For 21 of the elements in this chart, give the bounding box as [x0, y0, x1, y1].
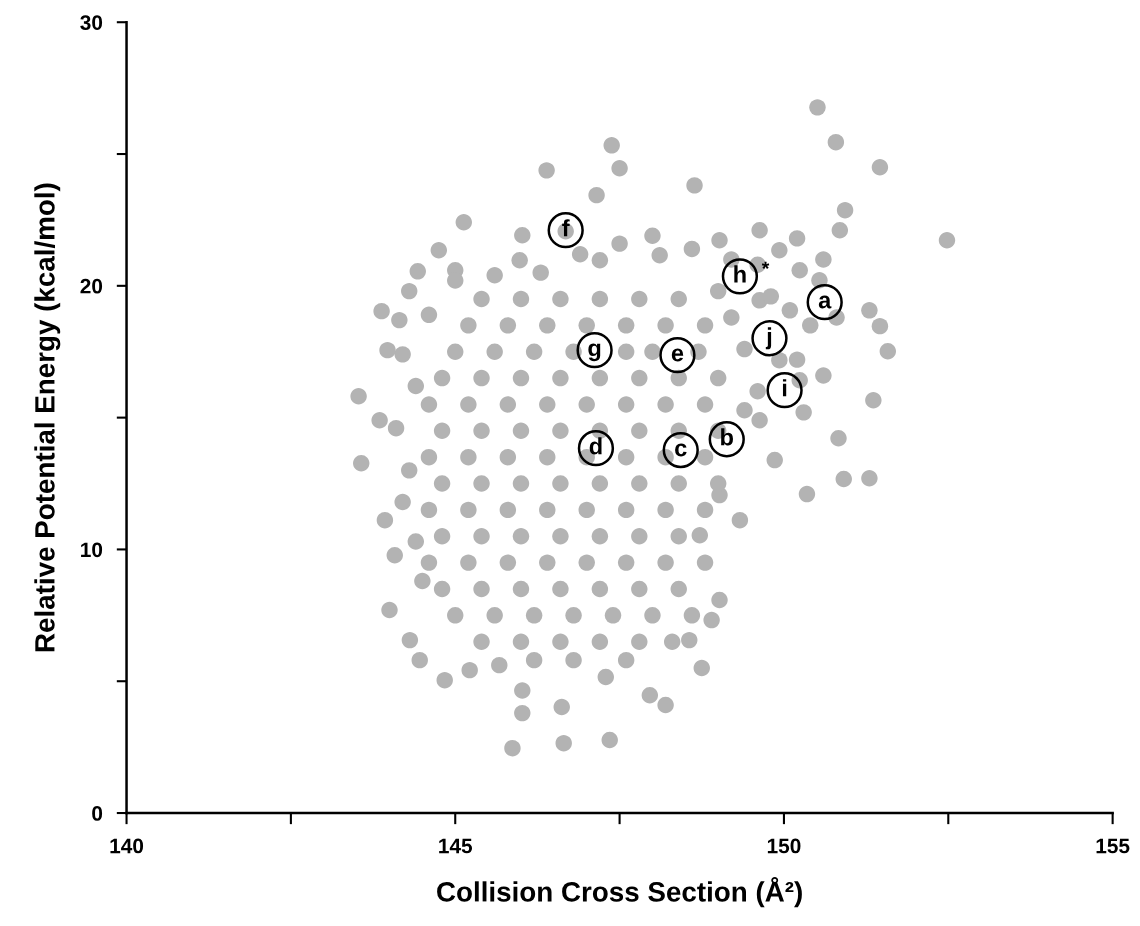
annotation: f	[562, 219, 570, 237]
annotation: g	[588, 343, 601, 362]
x-tick-label: 155	[1096, 838, 1130, 854]
x-tick-label: 145	[439, 838, 473, 854]
annotation: i	[782, 379, 787, 397]
x-tick-label: 150	[767, 838, 801, 854]
y-tick-label: 0	[92, 806, 103, 821]
x-axis-title: Collision Cross Section (Å²)	[437, 876, 802, 908]
annotation: b	[721, 428, 733, 446]
annotation: j	[765, 327, 772, 350]
annotation: a	[818, 295, 832, 309]
y-tick-label: 10	[81, 542, 103, 558]
y-tick-label: 20	[80, 278, 103, 294]
y-tick-label: 30	[80, 15, 103, 31]
y-axis-title: Relative Potential Energy (kcal/mol)	[34, 183, 61, 652]
annotation: e	[671, 348, 684, 362]
x-tick-label: 140	[110, 838, 144, 854]
annotation: h	[734, 265, 746, 283]
annotation: *	[761, 261, 770, 269]
annotation: d	[589, 437, 602, 455]
annotation: c	[675, 443, 687, 457]
